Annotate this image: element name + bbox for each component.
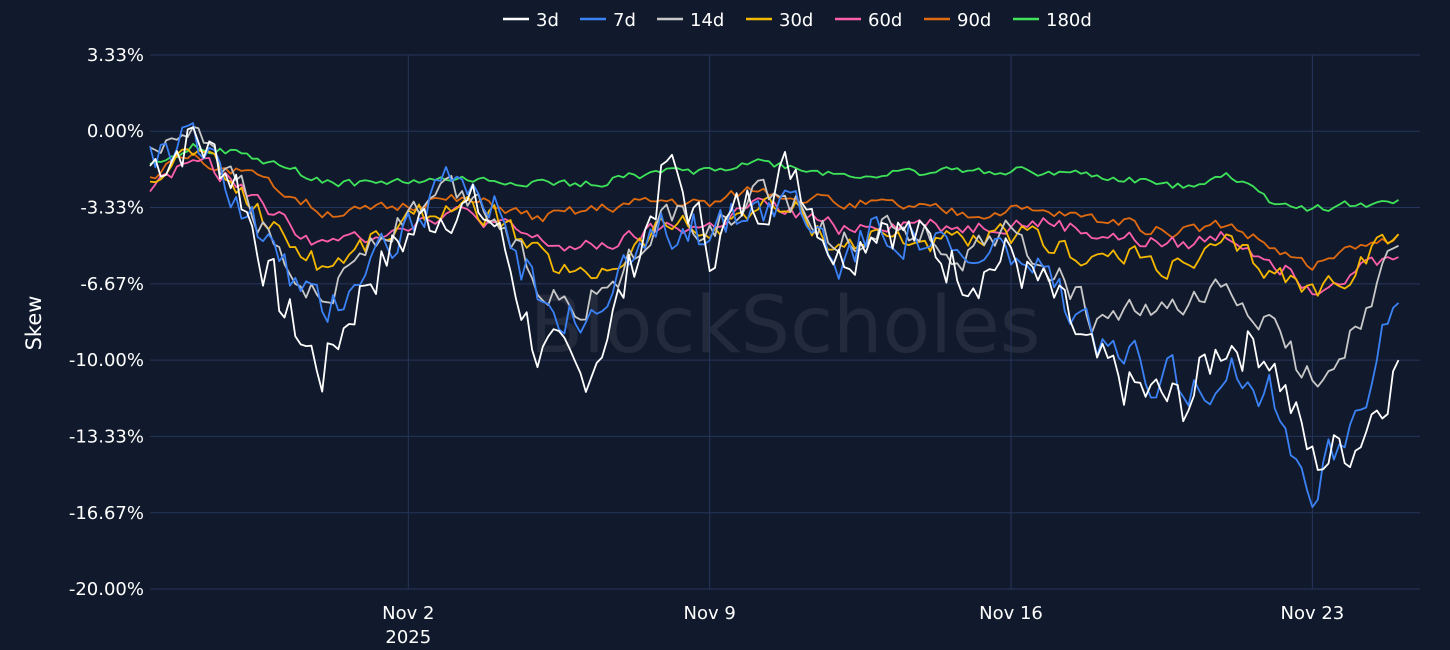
x-tick-label: Nov 2 <box>382 603 434 624</box>
x-tick-label: Nov 9 <box>684 603 736 624</box>
axis-layer: 3.33% 0.00% -3.33% -6.67% -10.00% -13.33% -16.… <box>69 45 1344 648</box>
y-tick-label: -6.67% <box>80 274 144 295</box>
legend-label: 7d <box>613 10 636 31</box>
legend: 3d 7d 14d 30d 60d 90d 180d <box>503 10 1092 31</box>
y-tick-label: -10.00% <box>69 350 144 371</box>
y-tick-label: -13.33% <box>69 426 144 447</box>
x-tick-sublabel: 2025 <box>385 627 431 648</box>
y-tick-label: -16.67% <box>69 503 144 524</box>
legend-label: 180d <box>1046 10 1092 31</box>
grid-layer <box>150 54 1420 590</box>
y-tick-label: -20.00% <box>69 579 144 600</box>
series-line-60d <box>149 157 1399 296</box>
legend-label: 30d <box>779 10 813 31</box>
series-line-180d <box>149 143 1399 212</box>
x-tick-label: Nov 16 <box>979 603 1043 624</box>
legend-label: 3d <box>536 10 559 31</box>
y-tick-label: 0.00% <box>87 121 144 142</box>
y-tick-label: 3.33% <box>87 45 144 66</box>
legend-label: 90d <box>957 10 991 31</box>
legend-label: 60d <box>868 10 902 31</box>
series-line-30d <box>149 148 1400 297</box>
legend-label: 14d <box>690 10 724 31</box>
series-layer <box>149 122 1400 508</box>
watermark: BlockScholes <box>530 281 1041 371</box>
x-tick-label: Nov 23 <box>1280 603 1344 624</box>
series-line-3d <box>149 126 1400 471</box>
y-tick-label: -3.33% <box>80 197 144 218</box>
y-axis-label: Skew <box>22 296 46 351</box>
series-line-7d <box>149 122 1400 508</box>
